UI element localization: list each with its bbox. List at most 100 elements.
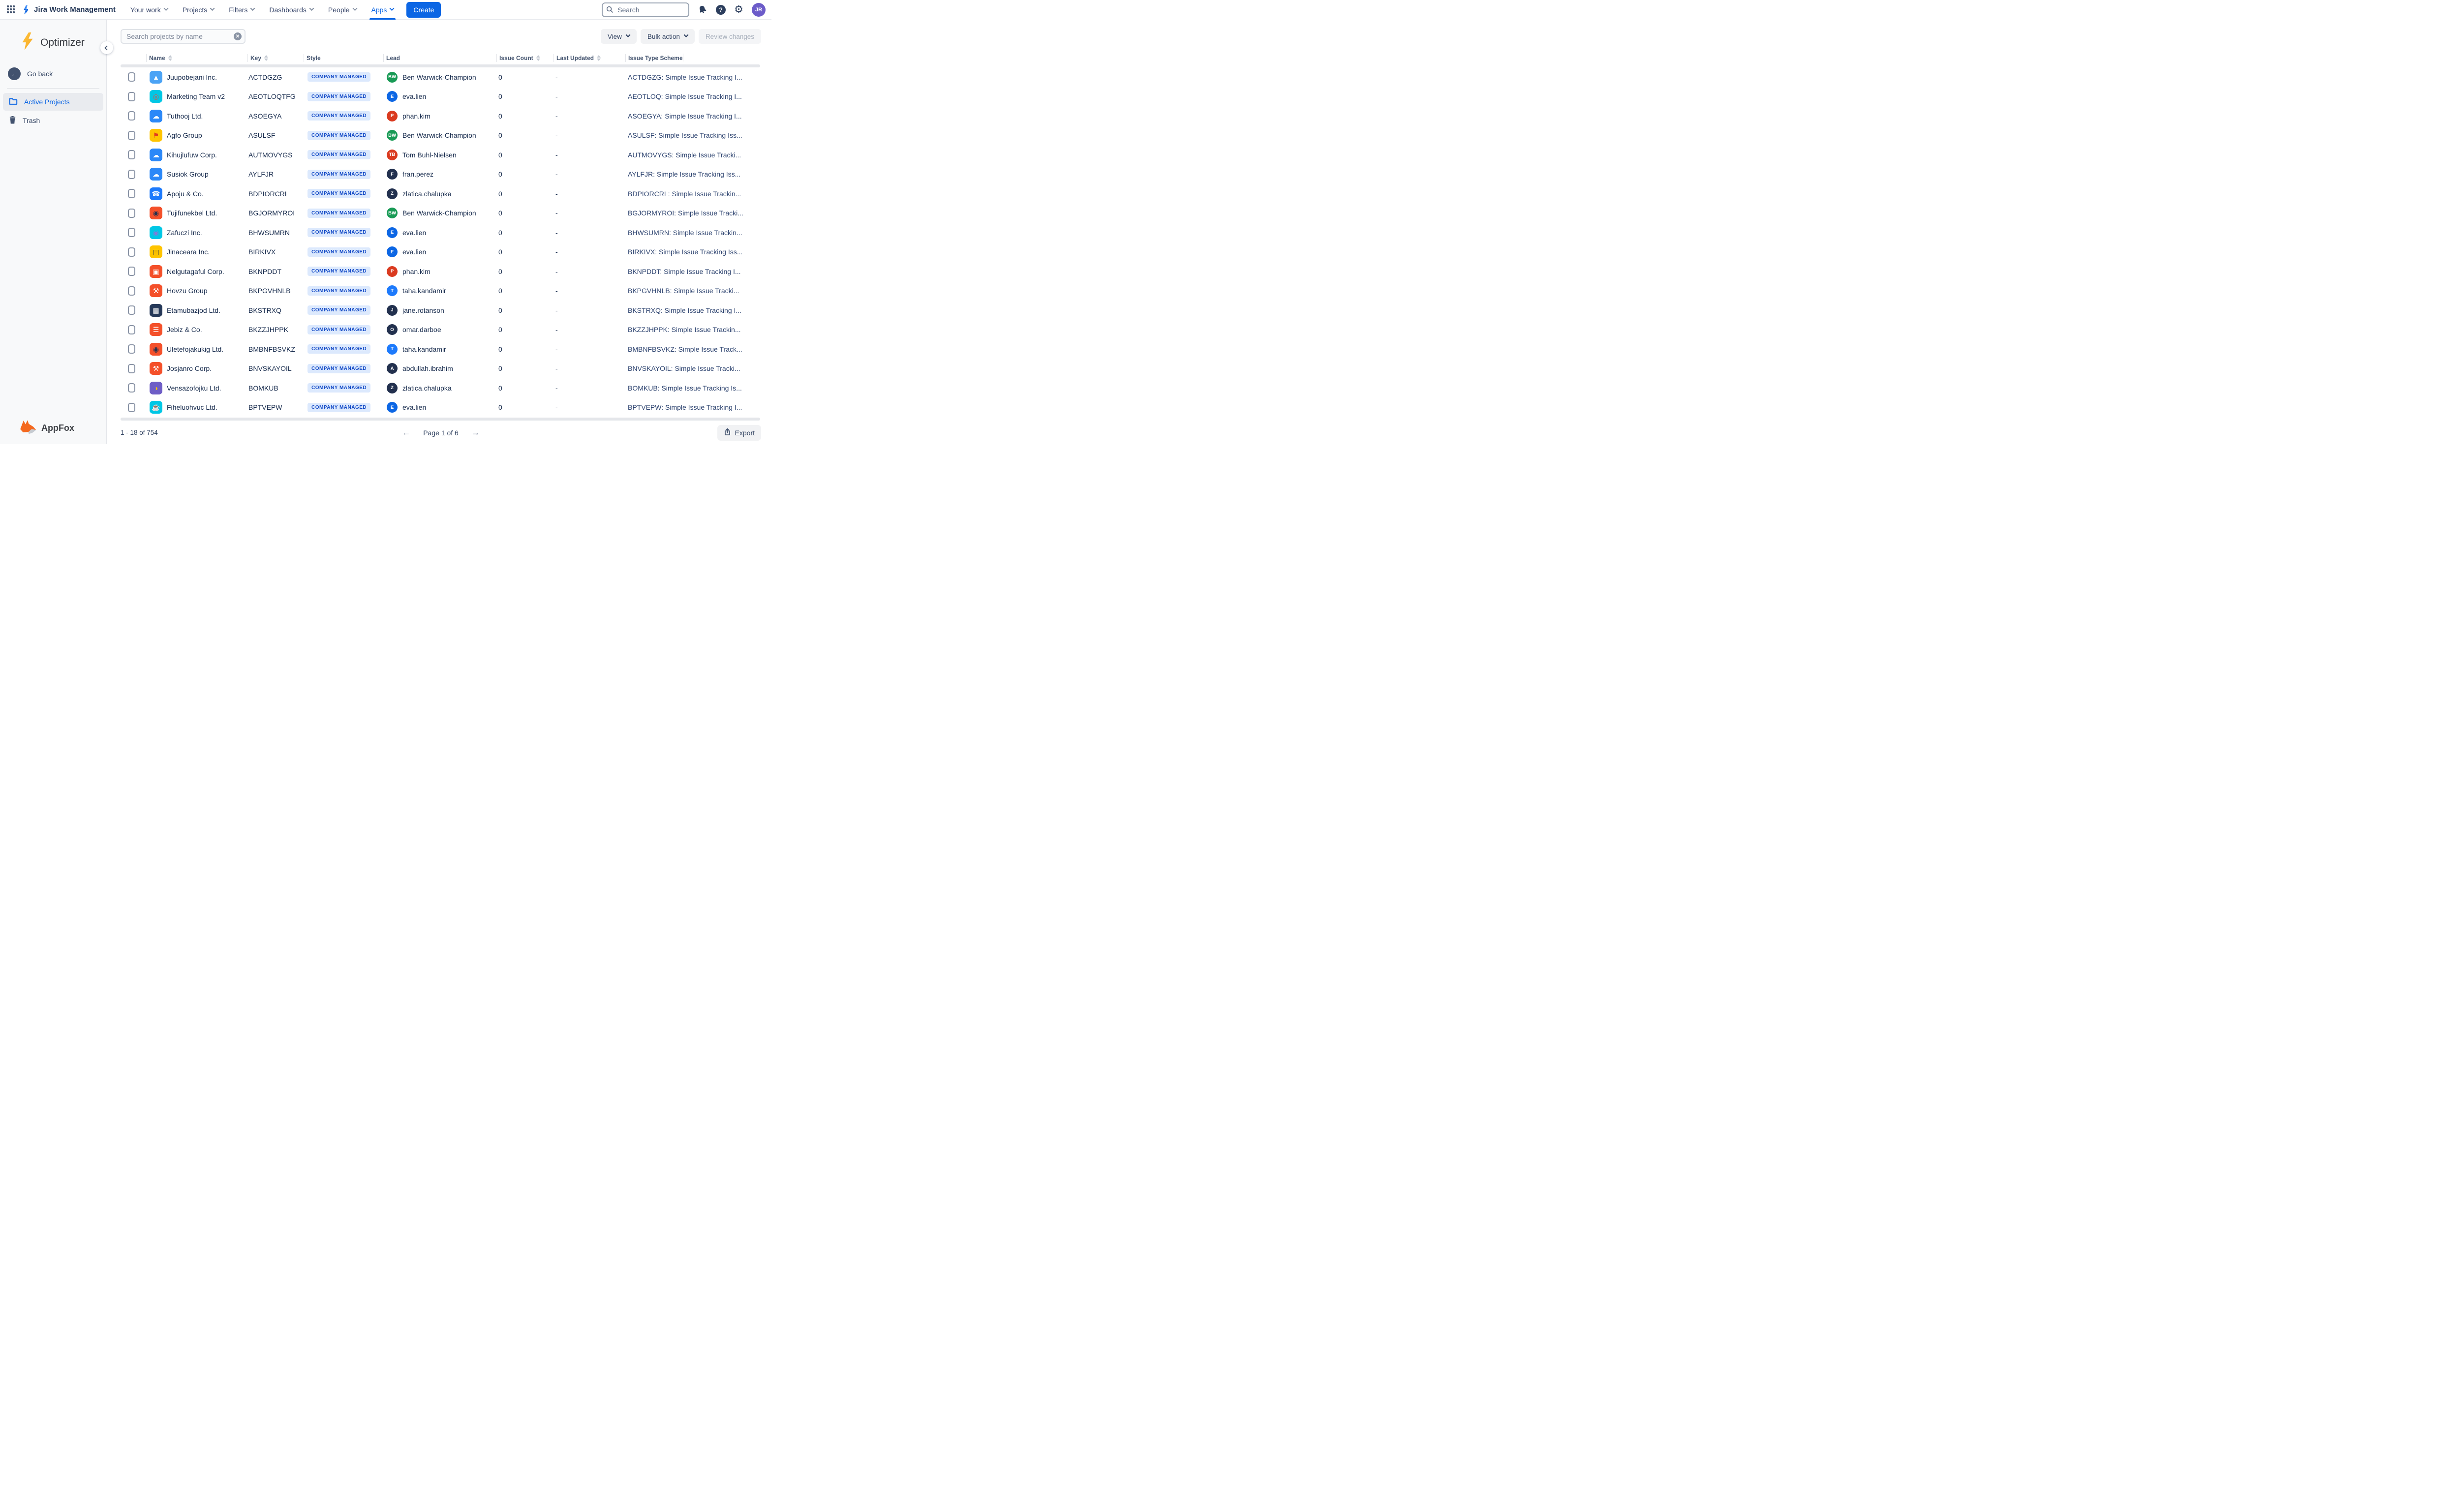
create-button[interactable]: Create xyxy=(406,1,441,18)
notifications-icon[interactable] xyxy=(698,5,707,15)
lead-name: eva.lien xyxy=(402,248,427,256)
sort-icon[interactable] xyxy=(597,55,601,61)
nav-item-apps[interactable]: Apps xyxy=(369,0,396,20)
chevron-down-icon xyxy=(683,32,689,38)
column-header-key[interactable]: Key xyxy=(247,54,304,62)
row-checkbox[interactable] xyxy=(128,344,135,354)
row-checkbox[interactable] xyxy=(128,247,135,257)
sidebar-item-active-projects[interactable]: Active Projects xyxy=(3,93,103,111)
user-avatar[interactable]: JR xyxy=(752,2,766,17)
project-name: Zafuczi Inc. xyxy=(167,228,202,237)
style-badge: COMPANY MANAGED xyxy=(308,363,371,373)
sort-icon[interactable] xyxy=(536,55,540,61)
row-checkbox[interactable] xyxy=(128,286,135,296)
sidebar-item-trash[interactable]: Trash xyxy=(3,112,103,129)
go-back-button[interactable]: ← Go back xyxy=(0,60,106,87)
last-updated: - xyxy=(555,209,558,217)
row-checkbox[interactable] xyxy=(128,228,135,238)
row-checkbox[interactable] xyxy=(128,267,135,276)
sort-icon[interactable] xyxy=(264,55,269,61)
column-header-issue-count[interactable]: Issue Count xyxy=(496,54,554,62)
issue-type-scheme: BGJORMYROI: Simple Issue Tracki... xyxy=(628,209,743,217)
app-switcher-icon[interactable] xyxy=(7,5,16,14)
sidebar-item-label: Trash xyxy=(23,117,40,124)
row-checkbox[interactable] xyxy=(128,150,135,160)
row-checkbox[interactable] xyxy=(128,363,135,373)
last-updated: - xyxy=(555,267,558,275)
lead-avatar: BW xyxy=(387,71,398,83)
row-checkbox[interactable] xyxy=(128,130,135,140)
project-search-input[interactable] xyxy=(121,29,246,44)
style-badge: COMPANY MANAGED xyxy=(308,383,371,393)
nav-item-label: Projects xyxy=(182,5,208,14)
lead-name: taha.kandamir xyxy=(402,287,446,295)
lead-name: phan.kim xyxy=(402,112,430,120)
nav-item-projects[interactable]: Projects xyxy=(183,0,215,20)
issue-count: 0 xyxy=(498,364,502,373)
back-arrow-icon: ← xyxy=(8,67,21,80)
folder-icon xyxy=(9,97,18,107)
lead-name: eva.lien xyxy=(402,92,427,101)
lead-avatar: E xyxy=(387,402,398,413)
row-checkbox[interactable] xyxy=(128,305,135,315)
view-button[interactable]: View xyxy=(600,29,637,44)
appfox-logo: AppFox xyxy=(18,419,74,437)
row-checkbox[interactable] xyxy=(128,72,135,82)
project-avatar: ▤ xyxy=(150,303,162,317)
prev-page-button[interactable]: ← xyxy=(402,428,411,437)
lead-avatar: F xyxy=(387,169,398,180)
row-checkbox[interactable] xyxy=(128,325,135,334)
column-header-last-updated[interactable]: Last Updated xyxy=(554,54,625,62)
export-button[interactable]: Export xyxy=(717,424,761,441)
nav-item-people[interactable]: People xyxy=(328,0,357,20)
row-checkbox[interactable] xyxy=(128,111,135,121)
sort-icon[interactable] xyxy=(168,55,172,61)
row-checkbox[interactable] xyxy=(128,169,135,179)
lead-avatar: Z xyxy=(387,188,398,199)
clear-search-icon[interactable]: ✕ xyxy=(234,32,242,40)
row-checkbox[interactable] xyxy=(128,383,135,393)
style-badge: COMPANY MANAGED xyxy=(308,189,371,199)
page-indicator: Page 1 of 6 xyxy=(423,428,459,437)
row-checkbox[interactable] xyxy=(128,208,135,218)
global-search-input[interactable] xyxy=(602,2,690,17)
collapse-sidebar-button[interactable] xyxy=(100,41,113,54)
table-body: ▲ Juupobejani Inc. ACTDGZG COMPANY MANAGED B… xyxy=(121,67,761,417)
lead-avatar: P xyxy=(387,110,398,121)
table-scrollbar-top[interactable] xyxy=(121,64,760,67)
column-label: Name xyxy=(149,54,165,61)
table-scrollbar-bottom[interactable] xyxy=(121,418,760,421)
project-name: Uletefojakukig Ltd. xyxy=(167,345,224,353)
chevron-down-icon xyxy=(309,5,314,11)
row-checkbox[interactable] xyxy=(128,91,135,101)
issue-count: 0 xyxy=(498,189,502,198)
project-key: BHWSUMRN xyxy=(248,228,290,237)
project-avatar: ◉ xyxy=(150,342,162,356)
project-key: BKPGVHNLB xyxy=(248,287,291,295)
issue-count: 0 xyxy=(498,92,502,101)
review-changes-button[interactable]: Review changes xyxy=(698,29,761,44)
style-badge: COMPANY MANAGED xyxy=(308,91,371,101)
issue-type-scheme: AEOTLOQ: Simple Issue Tracking I... xyxy=(628,92,742,101)
jira-logo xyxy=(21,5,31,15)
row-checkbox[interactable] xyxy=(128,189,135,199)
lead-avatar: O xyxy=(387,324,398,335)
next-page-button[interactable]: → xyxy=(471,428,480,437)
settings-gear-icon[interactable]: ⚙ xyxy=(734,4,743,15)
lead-name: abdullah.ibrahim xyxy=(402,364,453,373)
bulk-action-button[interactable]: Bulk action xyxy=(640,29,695,44)
nav-item-dashboards[interactable]: Dashboards xyxy=(269,0,314,20)
help-icon[interactable]: ? xyxy=(716,4,726,15)
lead-name: zlatica.chalupka xyxy=(402,189,452,198)
table-row: ◉ Uletefojakukig Ltd. BMBNFBSVKZ COMPANY MA… xyxy=(121,339,761,359)
nav-item-filters[interactable]: Filters xyxy=(229,0,255,20)
last-updated: - xyxy=(555,345,558,353)
row-checkbox[interactable] xyxy=(128,402,135,412)
issue-count: 0 xyxy=(498,287,502,295)
column-header-style: Style xyxy=(304,54,383,62)
nav-item-your-work[interactable]: Your work xyxy=(130,0,169,20)
column-header-name[interactable]: Name xyxy=(146,54,247,62)
nav-item-label: Your work xyxy=(130,5,161,14)
project-key: BKNPDDT xyxy=(248,267,281,275)
